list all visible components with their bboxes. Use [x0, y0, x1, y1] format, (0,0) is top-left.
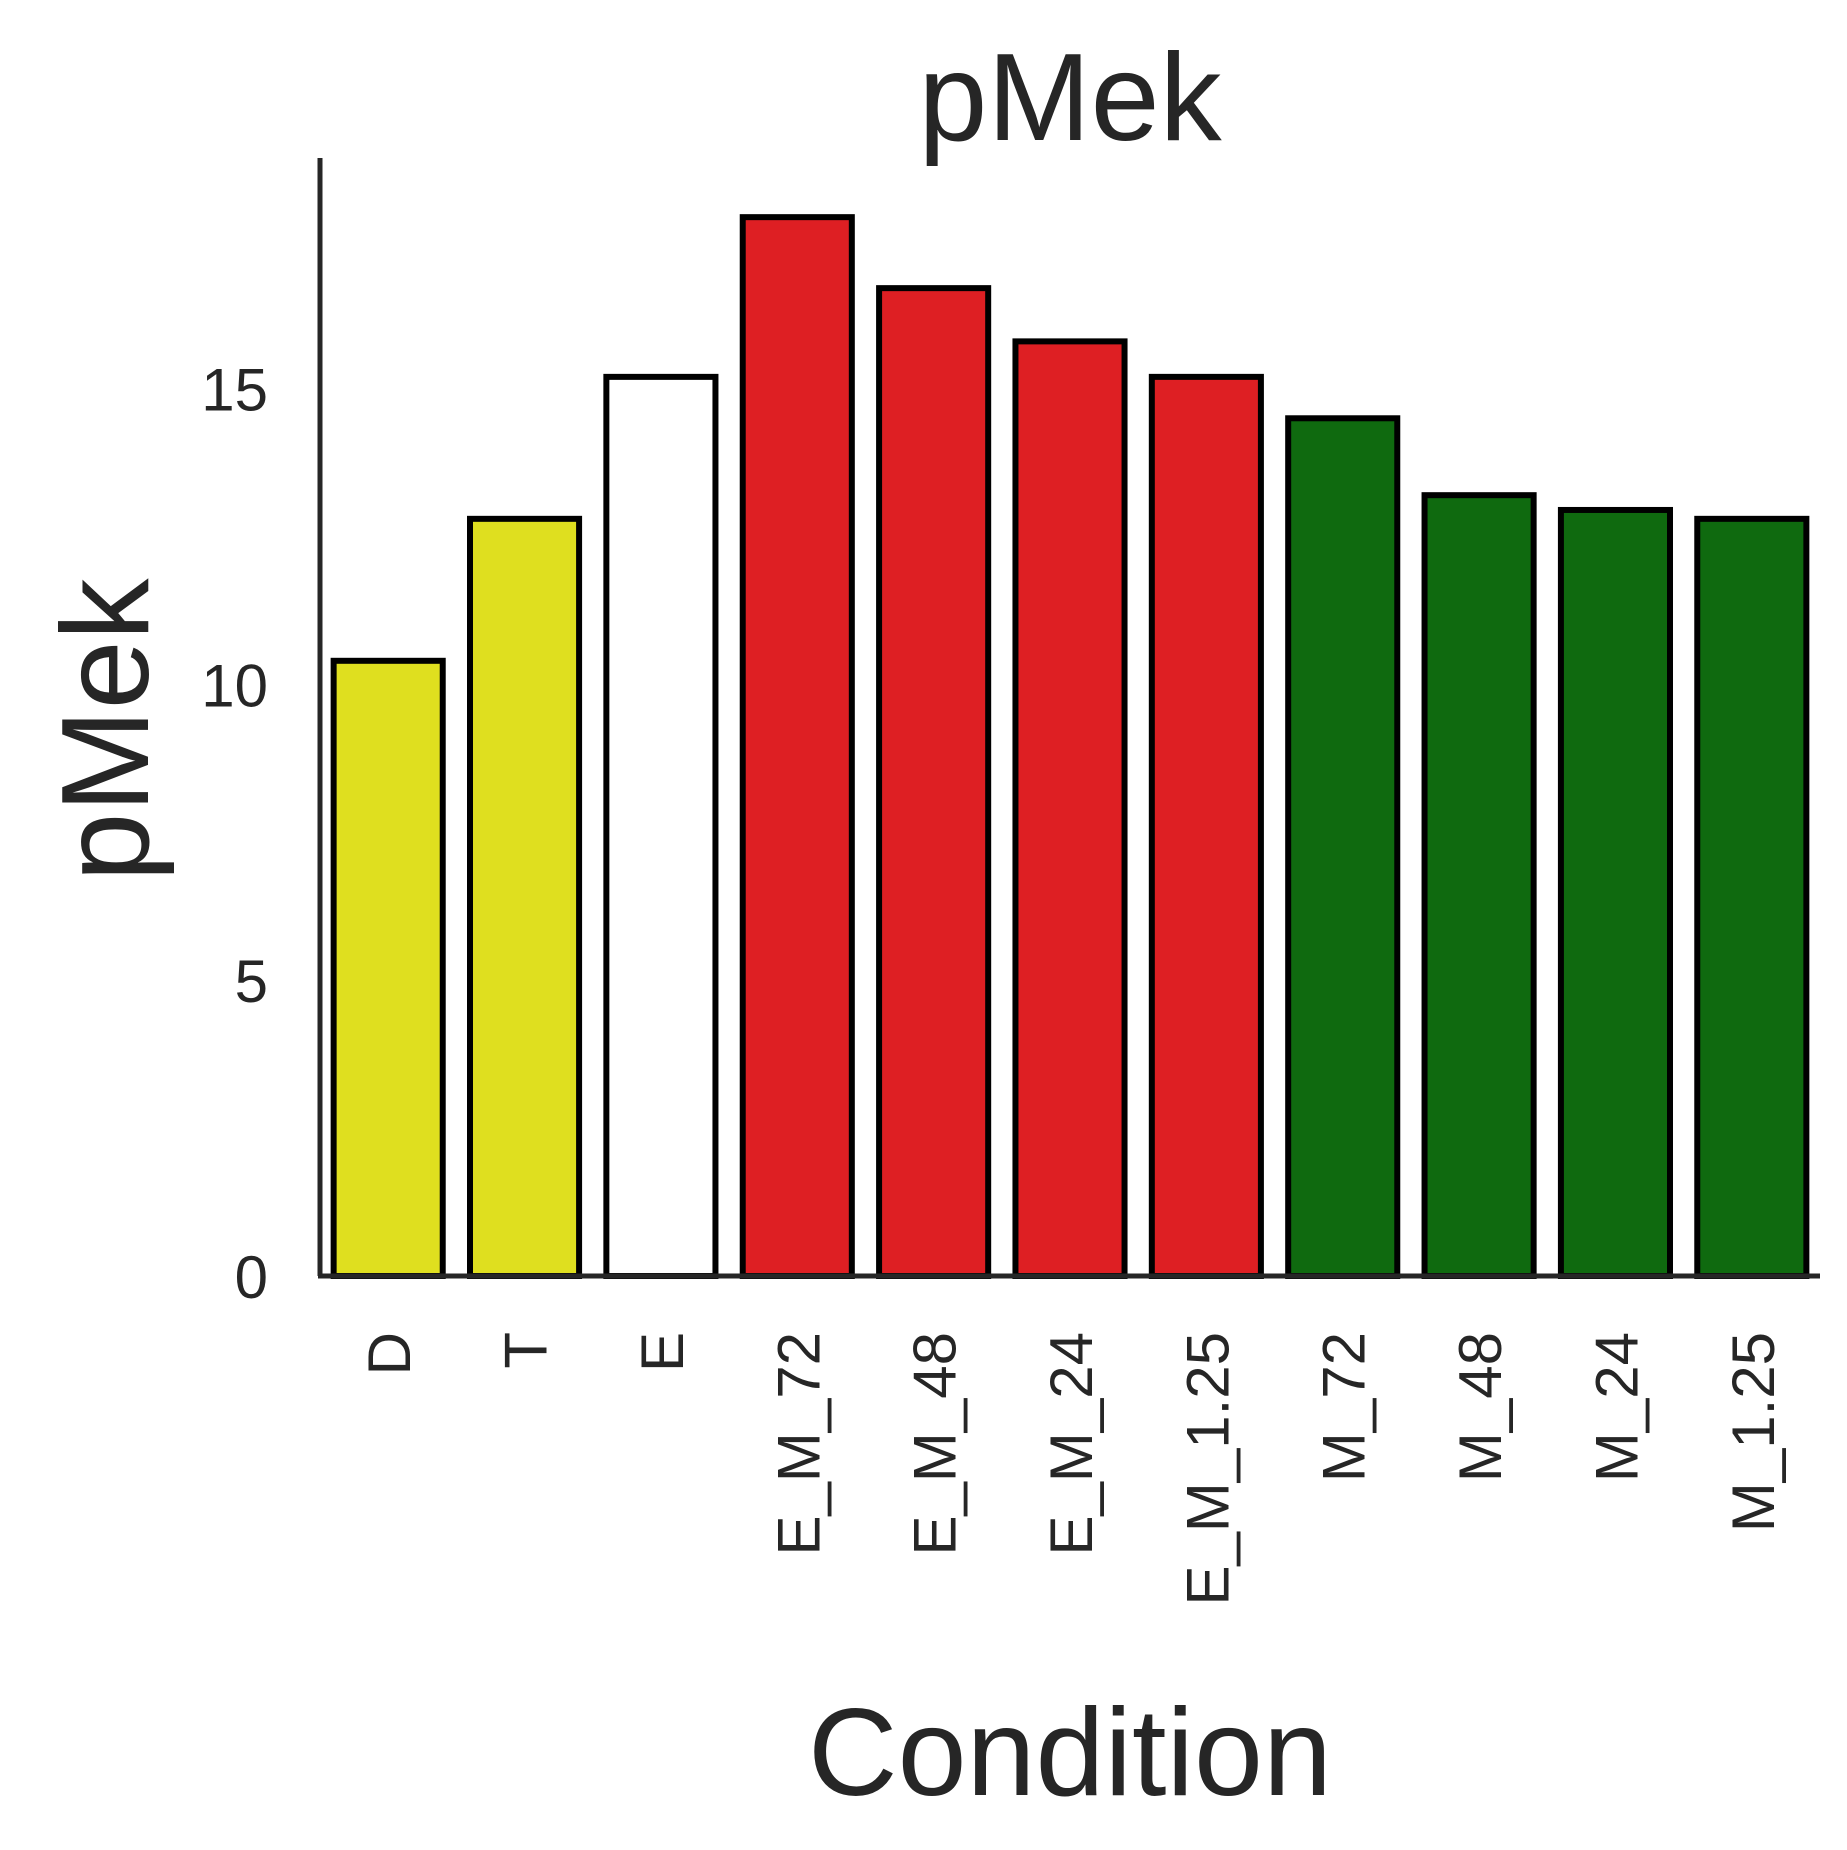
y-tick-label-5: 5: [235, 948, 268, 1015]
bar-M_72: [1285, 415, 1401, 1279]
x-tick-label-M_24: M_24: [1583, 1332, 1650, 1482]
x-tick-label-E_M_48: E_M_48: [902, 1332, 969, 1555]
x-tick-label-M_72: M_72: [1311, 1332, 1378, 1482]
x-tick-labels-group: D T E E_M_72 E_M_48 E_M_24 E_M_1.25 M_72 M_48 M_2…: [356, 1332, 1787, 1606]
x-tick-label-D: D: [356, 1332, 423, 1375]
bars-group: [330, 214, 1810, 1279]
x-tick-label-E_M_72: E_M_72: [765, 1332, 832, 1555]
bar-E_M_48: [876, 285, 992, 1279]
x-tick-label-E_M_24: E_M_24: [1038, 1332, 1105, 1555]
x-axis-label: Condition: [808, 1684, 1332, 1822]
y-tick-label-0: 0: [235, 1244, 268, 1311]
y-axis-label: pMek: [37, 577, 175, 881]
y-tick-label-15: 15: [201, 357, 268, 424]
bar-M_24: [1557, 506, 1673, 1279]
bar-E: [603, 373, 719, 1279]
x-tick-label-M_48: M_48: [1447, 1332, 1514, 1482]
bar-E_M_1.25: [1148, 373, 1264, 1279]
bar-T: [467, 515, 583, 1279]
x-tick-label-E_M_1.25: E_M_1.25: [1174, 1332, 1241, 1606]
bar-M_1.25: [1694, 515, 1810, 1279]
bar-M_48: [1421, 492, 1537, 1279]
chart-title: pMek: [918, 29, 1222, 167]
x-tick-label-M_1.25: M_1.25: [1720, 1332, 1787, 1532]
x-tick-label-T: T: [493, 1332, 560, 1369]
x-tick-label-E: E: [629, 1332, 696, 1372]
bar-E_M_24: [1012, 338, 1128, 1279]
y-tick-label-10: 10: [201, 652, 268, 719]
bar-D: [330, 657, 446, 1279]
y-ticks-group: 0 5 10 15: [201, 357, 268, 1311]
bar-E_M_72: [739, 214, 855, 1279]
